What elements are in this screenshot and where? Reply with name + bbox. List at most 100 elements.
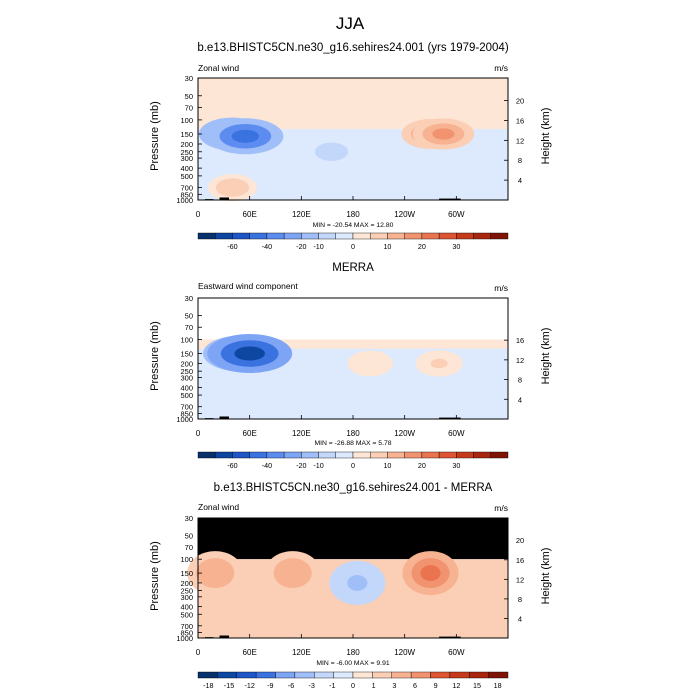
panel-2-left-label: Eastward wind component <box>198 281 298 291</box>
panel-2-region-3-layer-2 <box>430 358 448 369</box>
panel-2-colorbar-box-17 <box>490 451 509 459</box>
panel-2-title: MERRA <box>332 262 374 274</box>
panel-2-colorbar-box-11 <box>387 451 405 459</box>
panel-2-ytick-right-label-3: 4 <box>518 395 522 404</box>
panel-1-colorbar-box-6 <box>301 232 319 240</box>
panel-3-colorbar-box-13 <box>449 671 470 679</box>
panel-1-colorbar-label-3: -10 <box>313 242 323 251</box>
panel-3-units: m/s <box>494 503 508 513</box>
panel-1-region-1-layer-2 <box>231 129 260 143</box>
panel-3-ytick-label-4: 150 <box>180 569 193 578</box>
panel-3-xtick-label-4: 120W <box>394 648 415 657</box>
panel-1-xtick-label-5: 60W <box>448 210 465 219</box>
panel-3-terrain-3 <box>439 636 461 638</box>
panel-2-ytick-label-5: 200 <box>180 359 193 368</box>
panel-3-ytick-label-7: 300 <box>180 593 193 602</box>
panel-1-ytick-label-5: 200 <box>180 140 193 149</box>
panel-1-title: b.e13.BHISTC5CN.ne30_g16.sehires24.001 (… <box>197 42 509 54</box>
panel-3-colorbar-label-0: -18 <box>203 681 213 690</box>
panel-2-xtick-label-5: 60W <box>448 429 465 438</box>
panel-3-ytick-label-9: 500 <box>180 610 193 619</box>
panel-1-colorbar-label-6: 20 <box>418 242 426 251</box>
panel-1-colorbar-box-13 <box>421 232 440 240</box>
panel-2-colorbar-box-6 <box>301 451 319 459</box>
panel-2-colorbar-label-1: -40 <box>262 461 272 470</box>
panel-2-colorbar-label-0: -60 <box>227 461 237 470</box>
panel-2-colorbar-box-13 <box>421 451 440 459</box>
panel-2-colorbar-box-16 <box>473 451 491 459</box>
panel-2-colorbar-box-3 <box>249 451 268 459</box>
panel-1-colorbar-label-7: 30 <box>452 242 460 251</box>
panel-3-ytick-label-5: 200 <box>180 579 193 588</box>
panel-1-xtick-label-1: 60E <box>243 210 257 219</box>
panel-1-colorbar-label-0: -60 <box>227 242 237 251</box>
panel-3-xtick-label-5: 60W <box>448 648 465 657</box>
panel-1-units: m/s <box>494 63 508 73</box>
panel-1-xtick-label-3: 180 <box>346 210 360 219</box>
panel-2-colorbar-label-3: -10 <box>313 461 323 470</box>
panel-2-xtick-label-0: 0 <box>196 429 201 438</box>
panel-3-ytick-right-label-0: 20 <box>516 536 524 545</box>
panel-2-colorbar-box-12 <box>404 451 423 459</box>
panel-2-ytick-label-11: 850 <box>180 409 193 418</box>
panel-3-colorbar-label-5: -3 <box>308 681 314 690</box>
panel-1-ytick-right-label-0: 20 <box>516 97 524 106</box>
panel-1-colorbar-box-8 <box>335 232 354 240</box>
panel-1-colorbar: -60 -40 -20 -10 0 10 20 30 <box>197 232 509 251</box>
panel-2-ytick-label-1: 50 <box>185 312 193 321</box>
panel-1-left-label: Zonal wind <box>198 63 240 73</box>
panel-3-xtick-label-2: 120E <box>292 648 311 657</box>
panel-2-colorbar-box-10 <box>370 451 388 459</box>
panel-2-missing-top <box>198 298 508 340</box>
panel-2-colorbar-box-8 <box>335 451 354 459</box>
panel-3-colorbar-label-9: 3 <box>392 681 396 690</box>
panel-3-colorbar-label-10: 6 <box>413 681 417 690</box>
panel-2-colorbar-label-2: -20 <box>296 461 306 470</box>
panel-1-colorbar-label-1: -40 <box>262 242 272 251</box>
panel-3-colorbar: -18 -15 -12 -9 -6 -3 -1 0 1 3 6 9 12 15 18 <box>197 671 509 690</box>
panel-2-ytick-right-label-1: 12 <box>516 356 524 365</box>
panel-1-ytick-label-4: 150 <box>180 130 193 139</box>
panel-3-ytick-label-0: 30 <box>185 514 193 523</box>
panel-1-colorbar-box-14 <box>438 232 457 240</box>
panel-3-colorbar-box-10 <box>391 671 412 679</box>
panel-2-colorbar-label-6: 20 <box>418 461 426 470</box>
panel-1-colorbar-box-3 <box>249 232 268 240</box>
panel-2-colorbar-label-7: 30 <box>452 461 460 470</box>
panel-2-colorbar-box-7 <box>318 451 336 459</box>
panel-3-xtick-label-0: 0 <box>196 648 201 657</box>
panel-1-colorbar-box-5 <box>283 232 302 240</box>
panel-1-colorbar-label-4: 0 <box>351 242 355 251</box>
panel-1-colorbar-box-4 <box>266 232 285 240</box>
panel-2-colorbar-label-5: 10 <box>383 461 391 470</box>
panel-3-colorbar-box-11 <box>410 671 431 679</box>
panel-2-colorbar-box-1 <box>215 451 233 459</box>
panel-3-colorbar-label-1: -15 <box>224 681 234 690</box>
panel-3-colorbar-box-5 <box>294 671 315 679</box>
panel-3-xtick-label-3: 180 <box>346 648 360 657</box>
panel-2-stats: MIN = -26.88 MAX = 5.78 <box>314 440 392 447</box>
panel-3-missing-top <box>198 518 508 560</box>
panel-1-terrain-1 <box>219 197 229 200</box>
panel-3-xtick-label-1: 60E <box>243 648 257 657</box>
panel-3-ytick-right-label-1: 16 <box>516 556 524 565</box>
panel-1-xtick-label-4: 120W <box>394 210 415 219</box>
panel-1-stats: MIN = -20.54 MAX = 12.80 <box>312 222 394 229</box>
panel-3-colorbar-box-7 <box>333 671 354 679</box>
panel-1-colorbar-box-15 <box>456 232 474 240</box>
panel-3-plot: 0 60E 120E 180 120W 60W3050701001502002503004… <box>176 514 524 690</box>
panel-1-ytick-label-11: 850 <box>180 190 193 199</box>
panel-1-ytick-label-12: 1000 <box>176 196 193 205</box>
panel-3-colorbar-box-3 <box>255 671 276 679</box>
panel-3-colorbar-box-0 <box>197 671 218 679</box>
panel-1-colorbar-box-16 <box>473 232 491 240</box>
panel-1-ytick-label-9: 500 <box>180 172 193 181</box>
panel-2-terrain-3 <box>439 417 461 419</box>
panel-1-colorbar-box-1 <box>215 232 233 240</box>
panel-1-region-5-layer-2 <box>223 182 242 193</box>
panel-1-xtick-label-2: 120E <box>292 210 311 219</box>
panel-2-colorbar-box-5 <box>283 451 302 459</box>
panel-1-colorbar-label-2: -20 <box>296 242 306 251</box>
panel-2-colorbar-box-2 <box>232 451 250 459</box>
panel-3-region-1-layer-2 <box>420 565 441 581</box>
